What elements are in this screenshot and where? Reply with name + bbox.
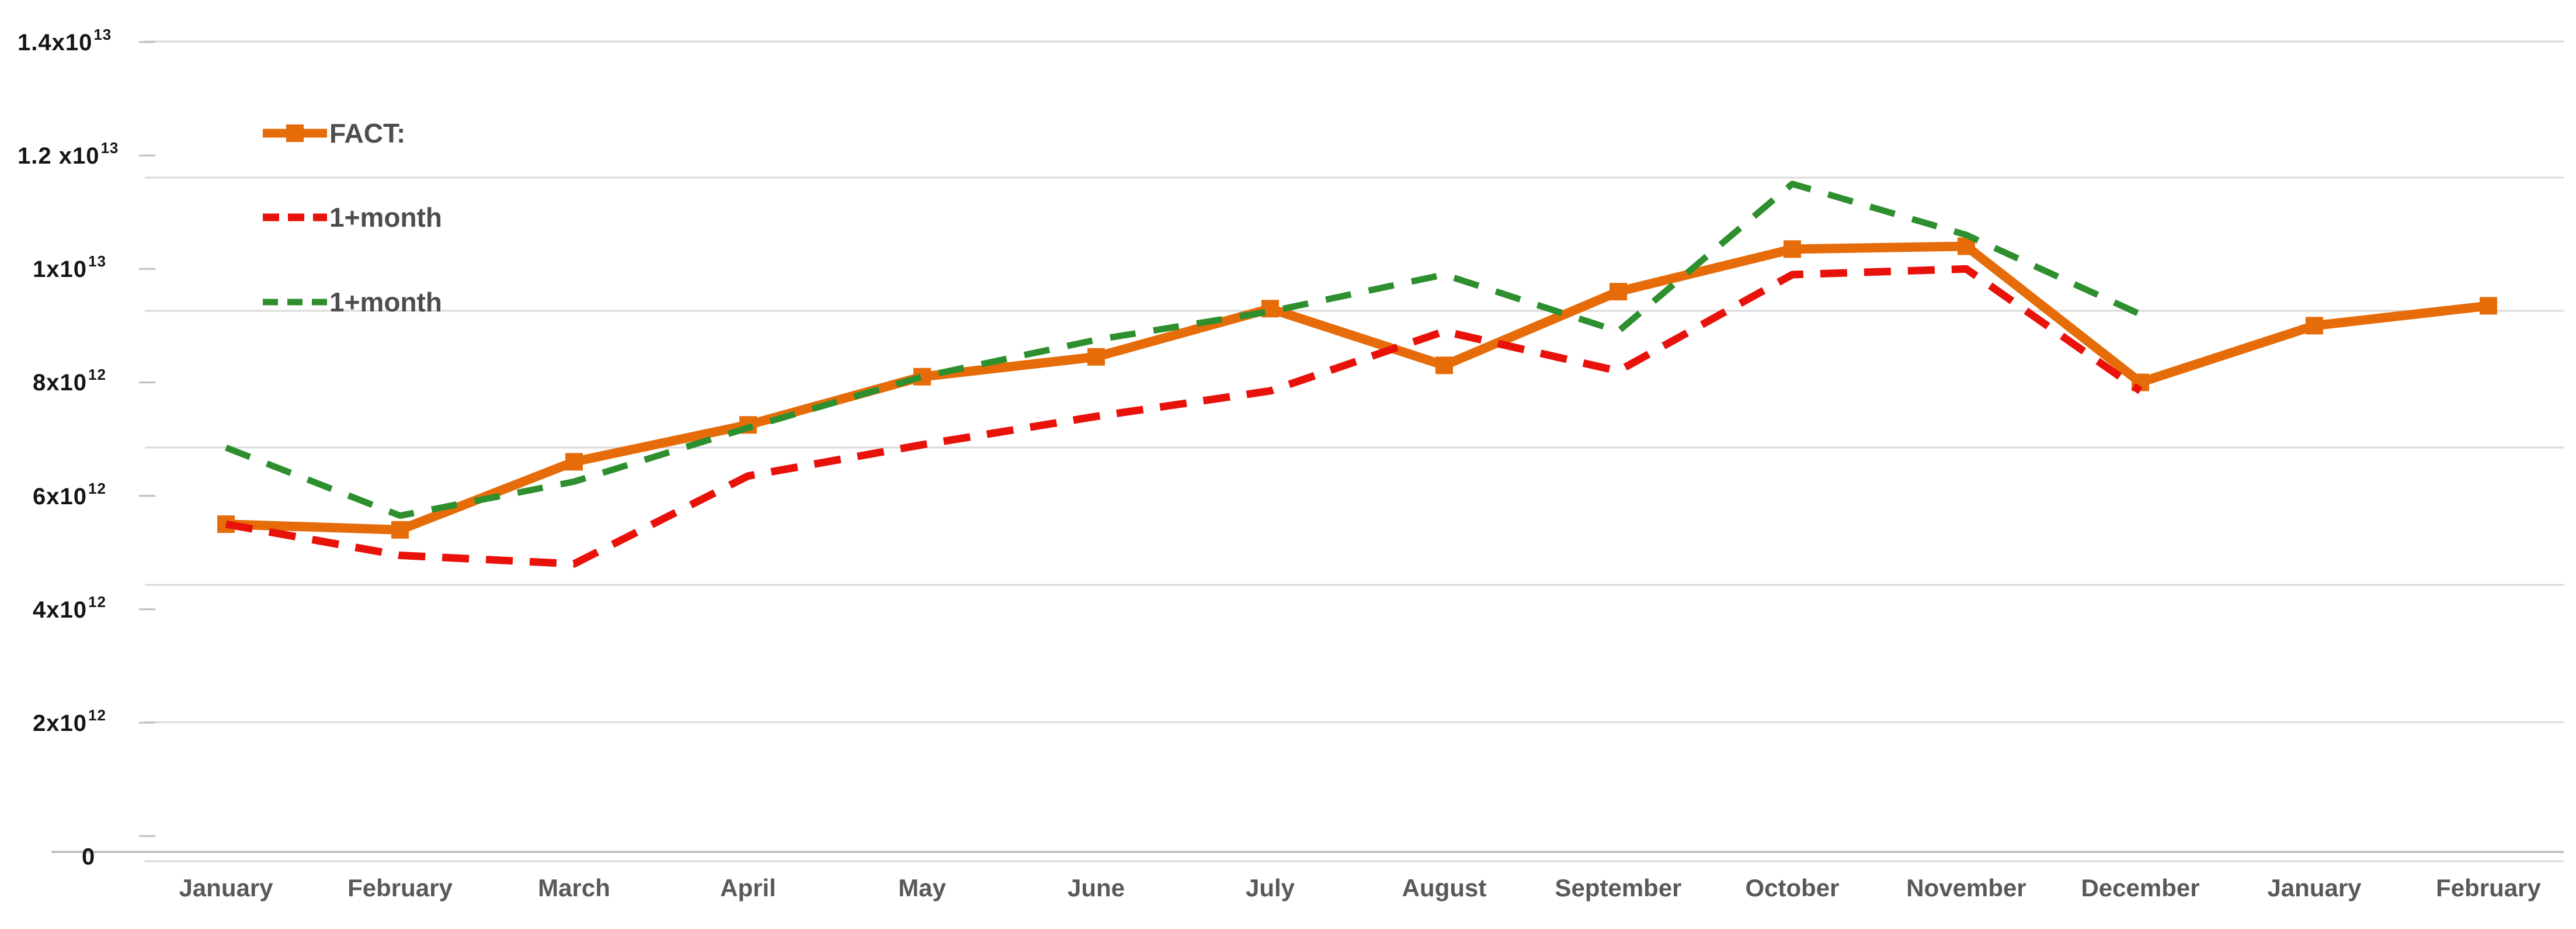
legend-label-forecast-red: 1+month [329,202,442,233]
x-axis-label: September [1555,874,1682,902]
x-axis-label: May [898,874,946,902]
x-axis-label: October [1745,874,1840,902]
fact-square-marker [391,521,409,539]
fact-square-marker [1435,356,1453,375]
legend-label-forecast-green: 1+month [329,287,442,317]
legend-item-fact: FACT: [263,116,405,151]
series-green-forecast-line [224,181,2142,519]
x-axis-label: November [1906,874,2026,902]
legend-swatch-fact-line-icon [263,124,327,142]
x-axis-label: January [2267,874,2362,902]
y-axis-label: 6x1012 [33,479,106,509]
series-red-forecast-line [225,265,2143,568]
legend-swatch-green-dashed-line-icon [263,299,327,306]
fact-square-marker [565,453,583,471]
x-axis-label: March [538,874,610,902]
legend-swatch-red-dashed-line-icon [263,213,327,221]
y-axis-label: 1x1013 [33,252,106,283]
y-axis-label: 1.4x1013 [18,25,112,56]
stray-dot-artifact: . [340,682,345,687]
y-axis-label: 2x1012 [33,706,106,737]
fact-square-marker [1784,240,1801,258]
fact-square-marker [1087,348,1105,366]
fact-square-marker [2480,297,2497,315]
x-axis-label: February [347,874,453,902]
y-axis-label: 4x1012 [33,592,106,623]
y-axis-label: 0 [82,844,96,870]
y-axis-label: 8x1012 [33,366,106,396]
legend-item-forecast-green: 1+month [263,285,442,320]
y-axis-label: 1.2 x1013 [18,138,119,169]
legend-label-fact: FACT: [329,118,406,148]
x-axis-label: July [1245,874,1295,902]
x-axis-label: February [2436,874,2541,902]
fact-square-marker [1609,283,1627,301]
fact-square-marker [2306,317,2323,335]
series-fact-line [225,241,2489,535]
x-axis-label: August [1402,874,1487,902]
x-axis-label: April [720,874,776,902]
x-axis-label: June [1067,874,1125,902]
x-axis-label: December [2081,874,2200,902]
legend-item-forecast-red: 1+month [263,200,442,235]
x-axis-label: January [179,874,273,902]
